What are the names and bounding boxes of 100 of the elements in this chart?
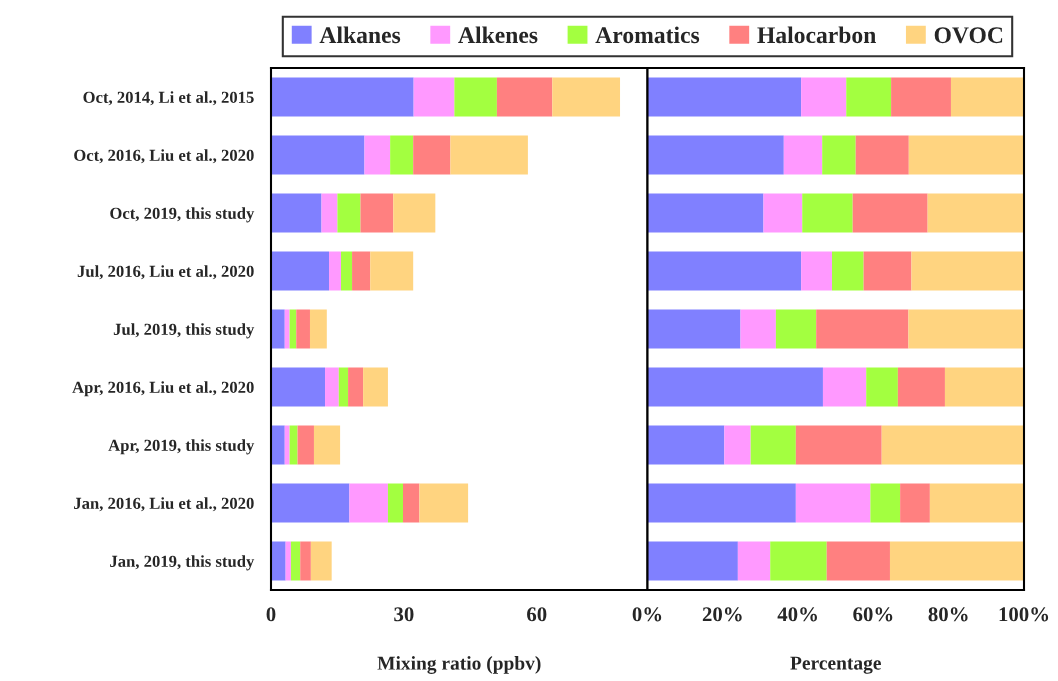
bar — [647, 483, 796, 523]
bar — [271, 309, 285, 349]
bar — [647, 193, 764, 233]
bar — [348, 367, 364, 407]
bar — [881, 425, 1024, 465]
bar — [647, 367, 823, 407]
y-tick-label: Apr, 2016, Liu et al., 2020 — [72, 381, 254, 397]
x-tick-label: 100% — [999, 607, 1049, 622]
bar — [897, 367, 945, 407]
bar — [496, 77, 553, 117]
bar — [737, 541, 771, 581]
bar — [271, 541, 286, 581]
bar — [338, 367, 349, 407]
bar — [724, 425, 751, 465]
bar — [271, 367, 326, 407]
bar — [413, 77, 455, 117]
bar — [364, 135, 391, 175]
bar — [450, 135, 528, 175]
bar — [775, 309, 817, 349]
y-tick-label: Oct, 2014, Li et al., 2015 — [83, 91, 254, 106]
bar — [855, 135, 909, 175]
bar — [801, 251, 832, 291]
bar — [816, 309, 909, 349]
bar — [950, 77, 1024, 117]
y-tick-label: Jan, 2019, this study — [110, 555, 255, 571]
x-tick-label: 0 — [266, 607, 276, 622]
y-tick-label: Oct, 2019, this study — [110, 207, 255, 223]
bar — [360, 193, 394, 233]
bar — [289, 425, 298, 465]
x-tick-label: 30 — [394, 607, 414, 622]
x-tick-label: 40% — [777, 607, 817, 622]
bar — [271, 425, 285, 465]
bar — [284, 309, 290, 349]
x-tick-label: 20% — [702, 607, 742, 622]
bar — [370, 251, 414, 291]
bar — [750, 425, 796, 465]
bar — [647, 251, 802, 291]
bar — [349, 483, 388, 523]
bar — [866, 367, 898, 407]
y-tick-label: Apr, 2019, this study — [108, 439, 255, 455]
bar — [313, 425, 341, 465]
bar — [801, 77, 847, 117]
legend-label: Alkanes — [319, 26, 401, 44]
bar — [911, 251, 1024, 291]
y-tick-label: Jan, 2016, Liu et al., 2020 — [74, 497, 254, 512]
bar — [454, 77, 497, 117]
legend-label: Halocarbon — [757, 26, 876, 44]
bar — [290, 541, 301, 581]
bar — [647, 541, 738, 581]
bar — [900, 483, 930, 523]
bar — [284, 425, 290, 465]
bar — [285, 541, 291, 581]
bar — [647, 425, 725, 465]
bar — [852, 193, 928, 233]
bar — [271, 77, 414, 117]
bar — [647, 309, 741, 349]
bar — [387, 483, 403, 523]
bar — [321, 193, 338, 233]
legend-label: OVOC — [934, 27, 1003, 44]
x-tick-label: 60% — [853, 607, 893, 622]
bar — [300, 541, 311, 581]
bar — [647, 135, 784, 175]
bar — [740, 309, 776, 349]
bar — [419, 483, 469, 523]
bar — [271, 135, 365, 175]
x-tick-label: 60 — [527, 607, 547, 622]
bar — [870, 483, 901, 523]
y-tick-label: Oct, 2016, Liu et al., 2020 — [74, 149, 254, 164]
bar — [296, 309, 310, 349]
y-tick-label: Jul, 2016, Liu et al., 2020 — [77, 265, 254, 280]
legend-label: Alkenes — [458, 26, 538, 44]
bar — [795, 483, 871, 523]
bar — [908, 135, 1024, 175]
bar — [413, 135, 451, 175]
bar — [802, 193, 853, 233]
bar — [297, 425, 314, 465]
bar — [822, 367, 867, 407]
bar — [552, 77, 621, 117]
x-axis-title: Mixing ratio (ppbv) — [377, 656, 541, 674]
bar — [763, 193, 803, 233]
bar — [795, 425, 882, 465]
bar — [340, 251, 353, 291]
bar — [329, 251, 341, 291]
x-tick-label: 80% — [928, 607, 968, 622]
bar — [309, 309, 327, 349]
bar — [770, 541, 827, 581]
bar — [826, 541, 890, 581]
bar — [352, 251, 371, 291]
bar — [363, 367, 388, 407]
bar — [337, 193, 361, 233]
bar — [831, 251, 864, 291]
bar — [783, 135, 823, 175]
bar — [393, 193, 436, 233]
x-tick-label: 0% — [632, 607, 662, 622]
bar — [390, 135, 414, 175]
bar — [891, 77, 951, 117]
bar — [927, 193, 1024, 233]
legend-label: Aromatics — [595, 26, 700, 44]
bar — [846, 77, 892, 117]
bar — [647, 77, 802, 117]
